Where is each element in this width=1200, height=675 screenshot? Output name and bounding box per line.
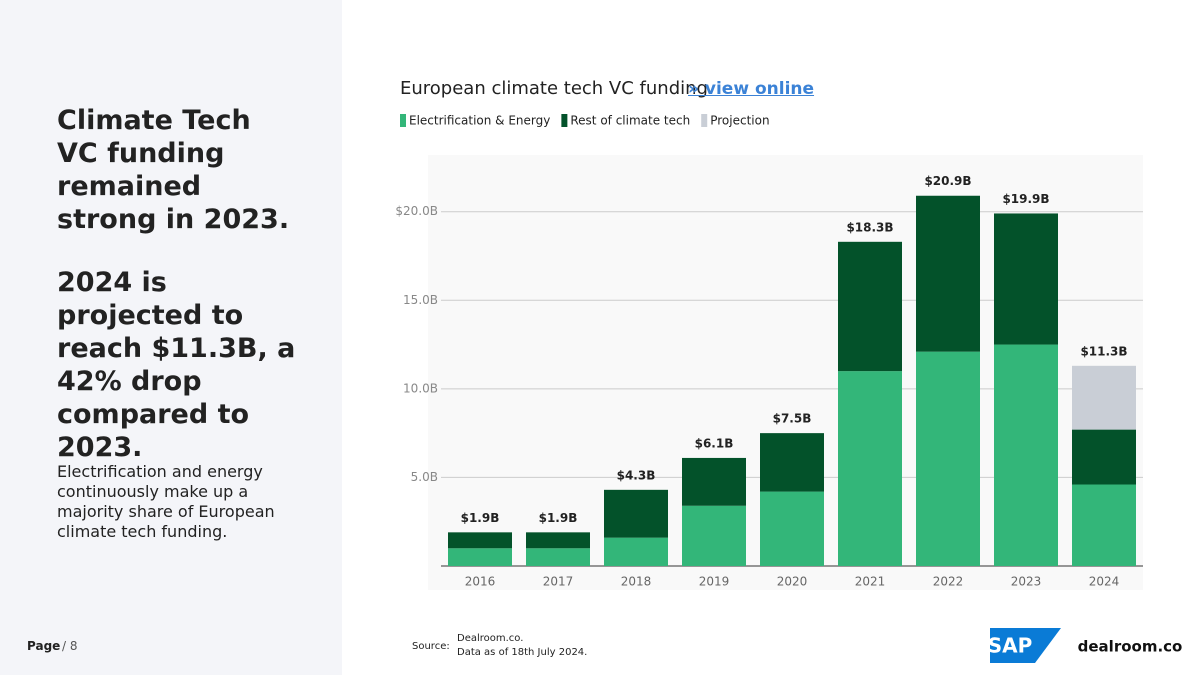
view-online-link[interactable]: » view online <box>688 79 815 99</box>
y-tick-label: $20.0B <box>395 204 438 218</box>
source: Data as of 18th July 2024. <box>457 647 588 658</box>
bar-segment <box>1072 429 1136 485</box>
bar-segment <box>526 548 590 566</box>
total-label: $19.9B <box>1002 192 1049 206</box>
bar-segment <box>448 532 512 549</box>
chart-title: European climate tech VC funding <box>400 78 708 99</box>
sap-logo <box>990 628 1061 663</box>
headline: Climate Tech VC funding remained strong … <box>57 105 290 235</box>
bar-segment <box>916 195 980 352</box>
legend-swatch <box>400 114 406 127</box>
total-label: $20.9B <box>924 174 971 188</box>
x-tick-label: 2018 <box>621 575 652 589</box>
total-label: $7.5B <box>773 412 812 426</box>
total-label: $1.9B <box>461 511 500 525</box>
source-label: Source: <box>412 641 450 652</box>
x-tick-label: 2023 <box>1011 575 1042 589</box>
total-label: $6.1B <box>695 436 734 450</box>
bar-segment <box>760 491 824 566</box>
total-label: $1.9B <box>539 511 578 525</box>
x-tick-label: 2021 <box>855 575 886 589</box>
bar-segment <box>526 532 590 549</box>
bar-segment <box>1072 484 1136 566</box>
total-label: $18.3B <box>846 220 893 234</box>
total-label: $11.3B <box>1080 344 1127 358</box>
bar-segment <box>682 505 746 566</box>
total-label: $4.3B <box>617 468 656 482</box>
legend-label: Rest of climate tech <box>570 114 690 128</box>
plot-background <box>428 155 1143 590</box>
sap-logo-text: SAP <box>988 634 1033 658</box>
bar-segment <box>994 213 1058 345</box>
bar-segment <box>448 548 512 566</box>
page-label: Page <box>27 639 61 653</box>
x-tick-label: 2022 <box>933 575 964 589</box>
bar-segment <box>760 433 824 492</box>
bar-segment <box>1072 365 1136 430</box>
bar-segment <box>838 241 902 372</box>
bar-segment <box>604 537 668 566</box>
bar-segment <box>604 489 668 538</box>
side-panel <box>0 0 342 675</box>
dealroom-logo: dealroom.co <box>1078 638 1183 656</box>
bar-segment <box>838 371 902 566</box>
body-text: Electrification and energy continuously … <box>57 462 275 541</box>
legend-label: Electrification & Energy <box>409 114 550 128</box>
page-total: / 8 <box>62 639 78 653</box>
x-tick-label: 2019 <box>699 575 730 589</box>
y-tick-label: 10.0B <box>403 381 438 395</box>
legend-label: Projection <box>710 114 769 128</box>
bar-segment <box>916 351 980 566</box>
bar-segment <box>994 344 1058 566</box>
legend-swatch <box>701 114 708 127</box>
headline: 2024 is projected to reach $11.3B, a 42%… <box>57 267 296 463</box>
legend-swatch <box>561 114 568 127</box>
x-tick-label: 2017 <box>543 575 574 589</box>
y-tick-label: 15.0B <box>403 293 438 307</box>
x-tick-label: 2020 <box>777 575 808 589</box>
x-tick-label: 2016 <box>465 575 496 589</box>
x-tick-label: 2024 <box>1089 575 1120 589</box>
source: Dealroom.co. <box>457 633 524 644</box>
bar-segment <box>682 457 746 506</box>
y-tick-label: 5.0B <box>411 470 438 484</box>
